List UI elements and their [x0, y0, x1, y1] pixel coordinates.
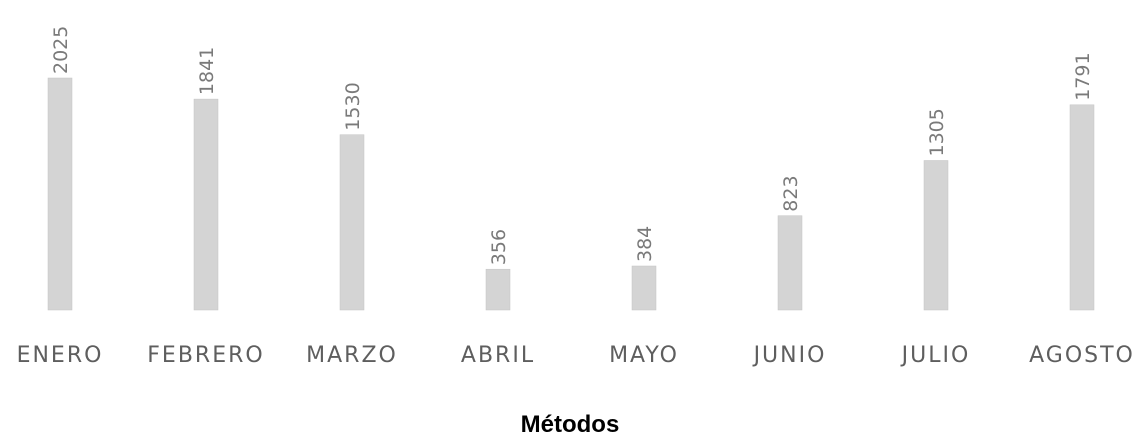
category-label-julio: JULIO	[900, 343, 971, 368]
category-label-marzo: MARZO	[306, 343, 398, 368]
data-label-enero: 2025	[50, 26, 72, 74]
data-label-mayo: 384	[634, 226, 656, 262]
bar-julio	[923, 160, 949, 311]
category-label-enero: ENERO	[17, 343, 104, 368]
category-label-abril: ABRIL	[461, 343, 535, 368]
category-label-febrero: FEBRERO	[147, 343, 264, 368]
bar-junio	[777, 215, 803, 311]
bar-agosto	[1069, 104, 1095, 311]
data-label-junio: 823	[780, 175, 802, 211]
category-label-mayo: MAYO	[609, 343, 679, 368]
bar-abril	[485, 268, 511, 311]
category-label-junio: JUNIO	[752, 343, 827, 368]
data-label-febrero: 1841	[196, 47, 218, 95]
x-axis-title: Métodos	[521, 411, 620, 438]
bar-marzo	[339, 134, 365, 311]
data-label-marzo: 1530	[342, 82, 364, 130]
category-label-agosto: AGOSTO	[1029, 343, 1135, 368]
data-labels-group: 2025 1841 1530 356 384 823 1305 1791	[50, 26, 1094, 266]
data-label-julio: 1305	[926, 108, 948, 156]
data-label-abril: 356	[488, 229, 510, 265]
bars-group	[47, 77, 1095, 311]
bar-enero	[47, 77, 73, 311]
category-labels-group: ENERO FEBRERO MARZO ABRIL MAYO JUNIO JULIO AGOS…	[17, 343, 1135, 368]
bar-febrero	[193, 98, 219, 311]
bar-mayo	[631, 265, 657, 311]
data-label-agosto: 1791	[1072, 52, 1094, 100]
